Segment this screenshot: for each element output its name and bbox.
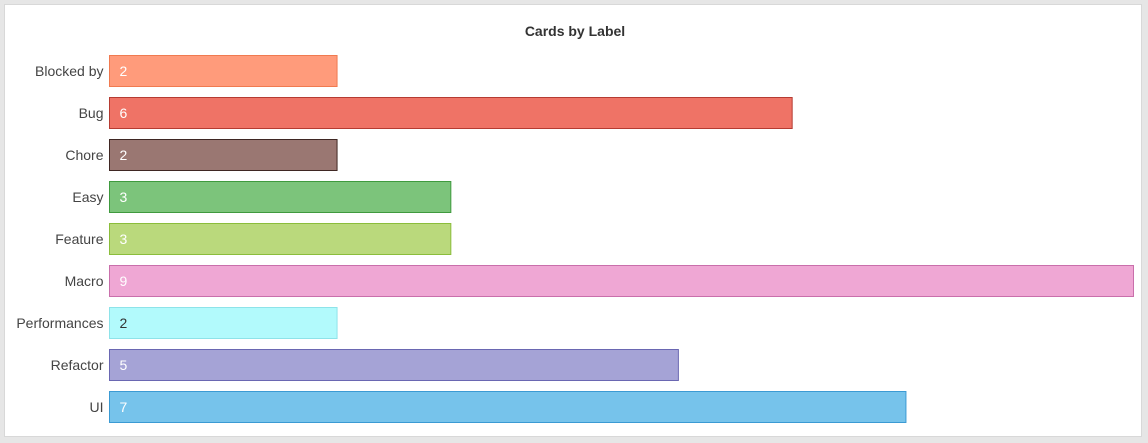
bar-chart: Cards by Label Blocked by 2 Bug 6 Chore 2 Easy… xyxy=(16,23,1134,423)
value-label-macro: 9 xyxy=(120,273,128,289)
bar-feature[interactable] xyxy=(109,223,452,255)
value-label-blocked-by: 2 xyxy=(120,63,128,79)
category-label-chore: Chore xyxy=(65,147,103,163)
value-label-chore: 2 xyxy=(120,147,128,163)
category-label-refactor: Refactor xyxy=(51,357,104,373)
value-label-bug: 6 xyxy=(120,105,128,121)
value-label-easy: 3 xyxy=(120,189,128,205)
value-label-ui: 7 xyxy=(120,399,128,415)
bars-group: Blocked by 2 Bug 6 Chore 2 Easy 3 Feature 3 Macro 9… xyxy=(16,55,1134,423)
bar-ui[interactable] xyxy=(109,391,907,423)
bar-blocked-by[interactable] xyxy=(109,55,338,87)
category-label-feature: Feature xyxy=(55,231,103,247)
value-label-performances: 2 xyxy=(120,315,128,331)
chart-title: Cards by Label xyxy=(525,23,625,39)
value-label-feature: 3 xyxy=(120,231,128,247)
chart-panel: Cards by Label Blocked by 2 Bug 6 Chore 2 Easy… xyxy=(4,4,1142,437)
value-label-refactor: 5 xyxy=(120,357,128,373)
bar-bug[interactable] xyxy=(109,97,793,129)
category-label-bug: Bug xyxy=(79,105,104,121)
bar-performances[interactable] xyxy=(109,307,338,339)
category-label-blocked-by: Blocked by xyxy=(35,63,103,79)
bar-refactor[interactable] xyxy=(109,349,679,381)
category-label-ui: UI xyxy=(90,399,104,415)
bar-chore[interactable] xyxy=(109,139,338,171)
category-label-easy: Easy xyxy=(72,189,103,205)
category-label-performances: Performances xyxy=(16,315,103,331)
bar-easy[interactable] xyxy=(109,181,452,213)
bar-macro[interactable] xyxy=(109,265,1134,297)
category-label-macro: Macro xyxy=(65,273,104,289)
